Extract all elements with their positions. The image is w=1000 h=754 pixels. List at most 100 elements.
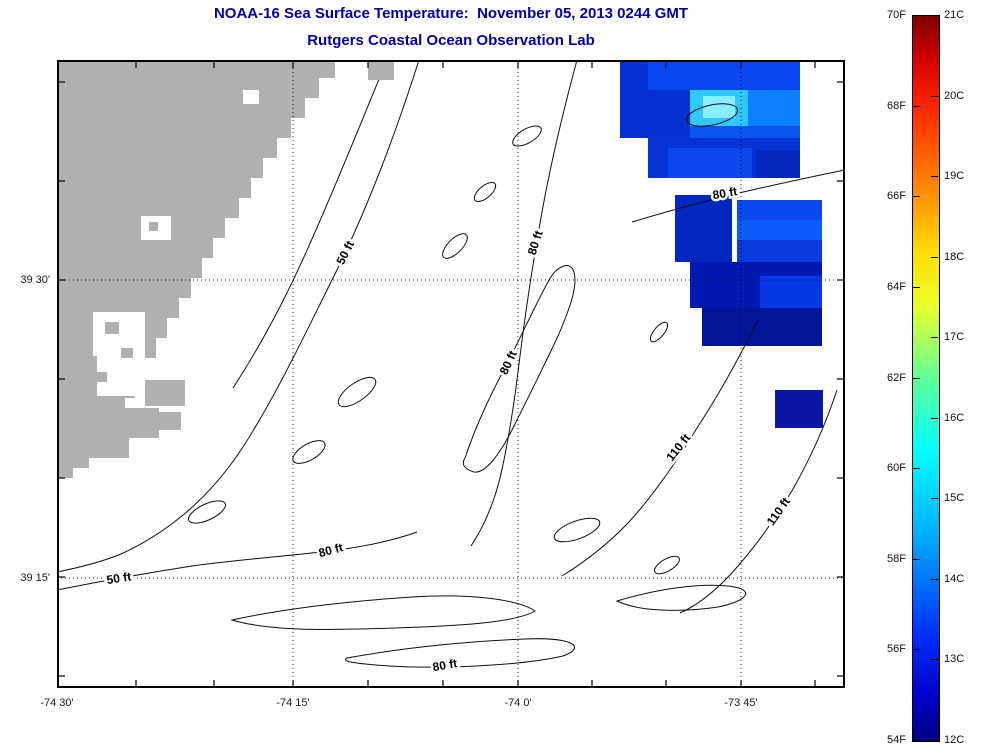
sst-data-layer [620,60,823,428]
depth-contour [56,59,420,573]
depth-contour [615,584,747,611]
colorbar-tick [931,740,938,741]
sst-patch [675,195,732,262]
colorbar-tick [913,468,920,469]
depth-contour [553,517,601,543]
colorbar-tick [913,649,920,650]
colorbar-tick [931,96,938,97]
colorbar-c-label: 20C [944,89,965,102]
depth-contour [188,500,226,524]
colorbar-tick [931,498,938,499]
map-plot: 50 ft 80 ft 80 ft 80 ft 110 ft 110 ft 50 ft 80 … [56,59,846,688]
depth-contour [344,638,576,668]
sst-patch [748,90,800,126]
depth-contour [649,321,669,343]
map-canvas: 50 ft 80 ft 80 ft 80 ft 110 ft 110 ft 50 ft 80 … [56,59,846,688]
depth-contour [462,265,576,473]
depth-contour [679,389,838,614]
colorbar-tick [931,257,938,258]
colorbar-tick [913,740,920,741]
colorbar-tick [931,579,938,580]
x-tick-label: -74 15' [276,697,310,709]
contour-label: 80 ft [711,184,738,202]
contour-label: 110 ft [663,431,693,464]
contour-label: 110 ft [764,495,793,528]
depth-contour [230,595,536,631]
depth-contour [337,376,377,408]
colorbar-tick [931,176,938,177]
figure-title: NOAA-16 Sea Surface Temperature: Novembe… [213,5,689,22]
y-tick-label: 39 30' [20,274,50,286]
sst-patch [756,150,800,178]
colorbar-c-label: 19C [944,170,965,183]
land-layer [57,60,394,478]
land-fragment [83,432,129,458]
sst-patch [775,390,823,428]
sst-patch [702,308,822,346]
sst-patch [648,90,690,138]
contour-label: 50 ft [106,569,133,587]
colorbar-c-label: 12C [944,734,965,746]
land-fragment [121,348,133,358]
depth-contour [232,59,388,389]
land-fragment [95,372,107,382]
figure-subtitle: Rutgers Coastal Ocean Observation Lab [307,32,595,49]
x-tick-label: -74 30' [40,697,74,709]
colorbar-f-label: 58F [887,552,906,565]
land-fragment [368,60,394,80]
sst-patch [737,220,822,240]
colorbar-c-label: 21C [944,9,965,21]
bathymetry-contour-layer [56,59,846,668]
colorbar-tick [931,337,938,338]
sst-patch [760,276,822,310]
colorbar-tick [913,378,920,379]
contour-label: 80 ft [431,656,458,674]
contour-label: 50 ft [333,238,357,266]
colorbar-c-label: 13C [944,653,965,666]
depth-contour [470,59,578,547]
sst-patch [737,200,822,220]
depth-contour [442,233,468,259]
colorbar-c-label: 16C [944,411,965,424]
colorbar-f-label: 70F [887,9,906,21]
contour-label: 80 ft [525,229,546,257]
sst-patch [648,60,800,90]
colorbar-c-label: 18C [944,250,965,263]
depth-contour [473,181,497,203]
x-tick-label: -73 45' [724,697,758,709]
graticule-layer [57,60,845,688]
colorbar-f-label: 66F [887,190,906,203]
colorbar-f-label: 64F [887,280,906,293]
depth-contour [512,125,542,147]
sst-patch [737,240,822,262]
depth-contour [654,555,680,575]
depth-contour [631,169,846,223]
land-fragment [157,412,181,430]
depth-contour [292,440,326,464]
x-tick-label: -74 0' [504,697,532,709]
sst-patch [620,60,648,138]
land-fragment [149,222,158,231]
plot-frame [57,60,845,688]
colorbar-tick [931,659,938,660]
colorbar-f-label: 56F [887,643,906,656]
colorbar-f-label: 54F [887,734,906,746]
colorbar-tick [913,196,920,197]
land-fragment [145,380,185,406]
colorbar-tick [931,15,938,16]
land-fragment [105,322,119,334]
depth-contour [685,103,739,127]
colorbar-f-label: 60F [887,462,906,475]
colorbar-tick [913,287,920,288]
sst-patch [668,148,752,178]
sst-patch [703,96,735,118]
colorbar-f-label: 68F [887,99,906,112]
depth-contour [561,321,758,577]
contour-label: 80 ft [317,540,344,560]
colorbar-c-label: 17C [944,331,965,344]
colorbar-tick [913,559,920,560]
colorbar-c-label: 15C [944,492,965,505]
colorbar-tick [913,106,920,107]
colorbar-tick [913,15,920,16]
